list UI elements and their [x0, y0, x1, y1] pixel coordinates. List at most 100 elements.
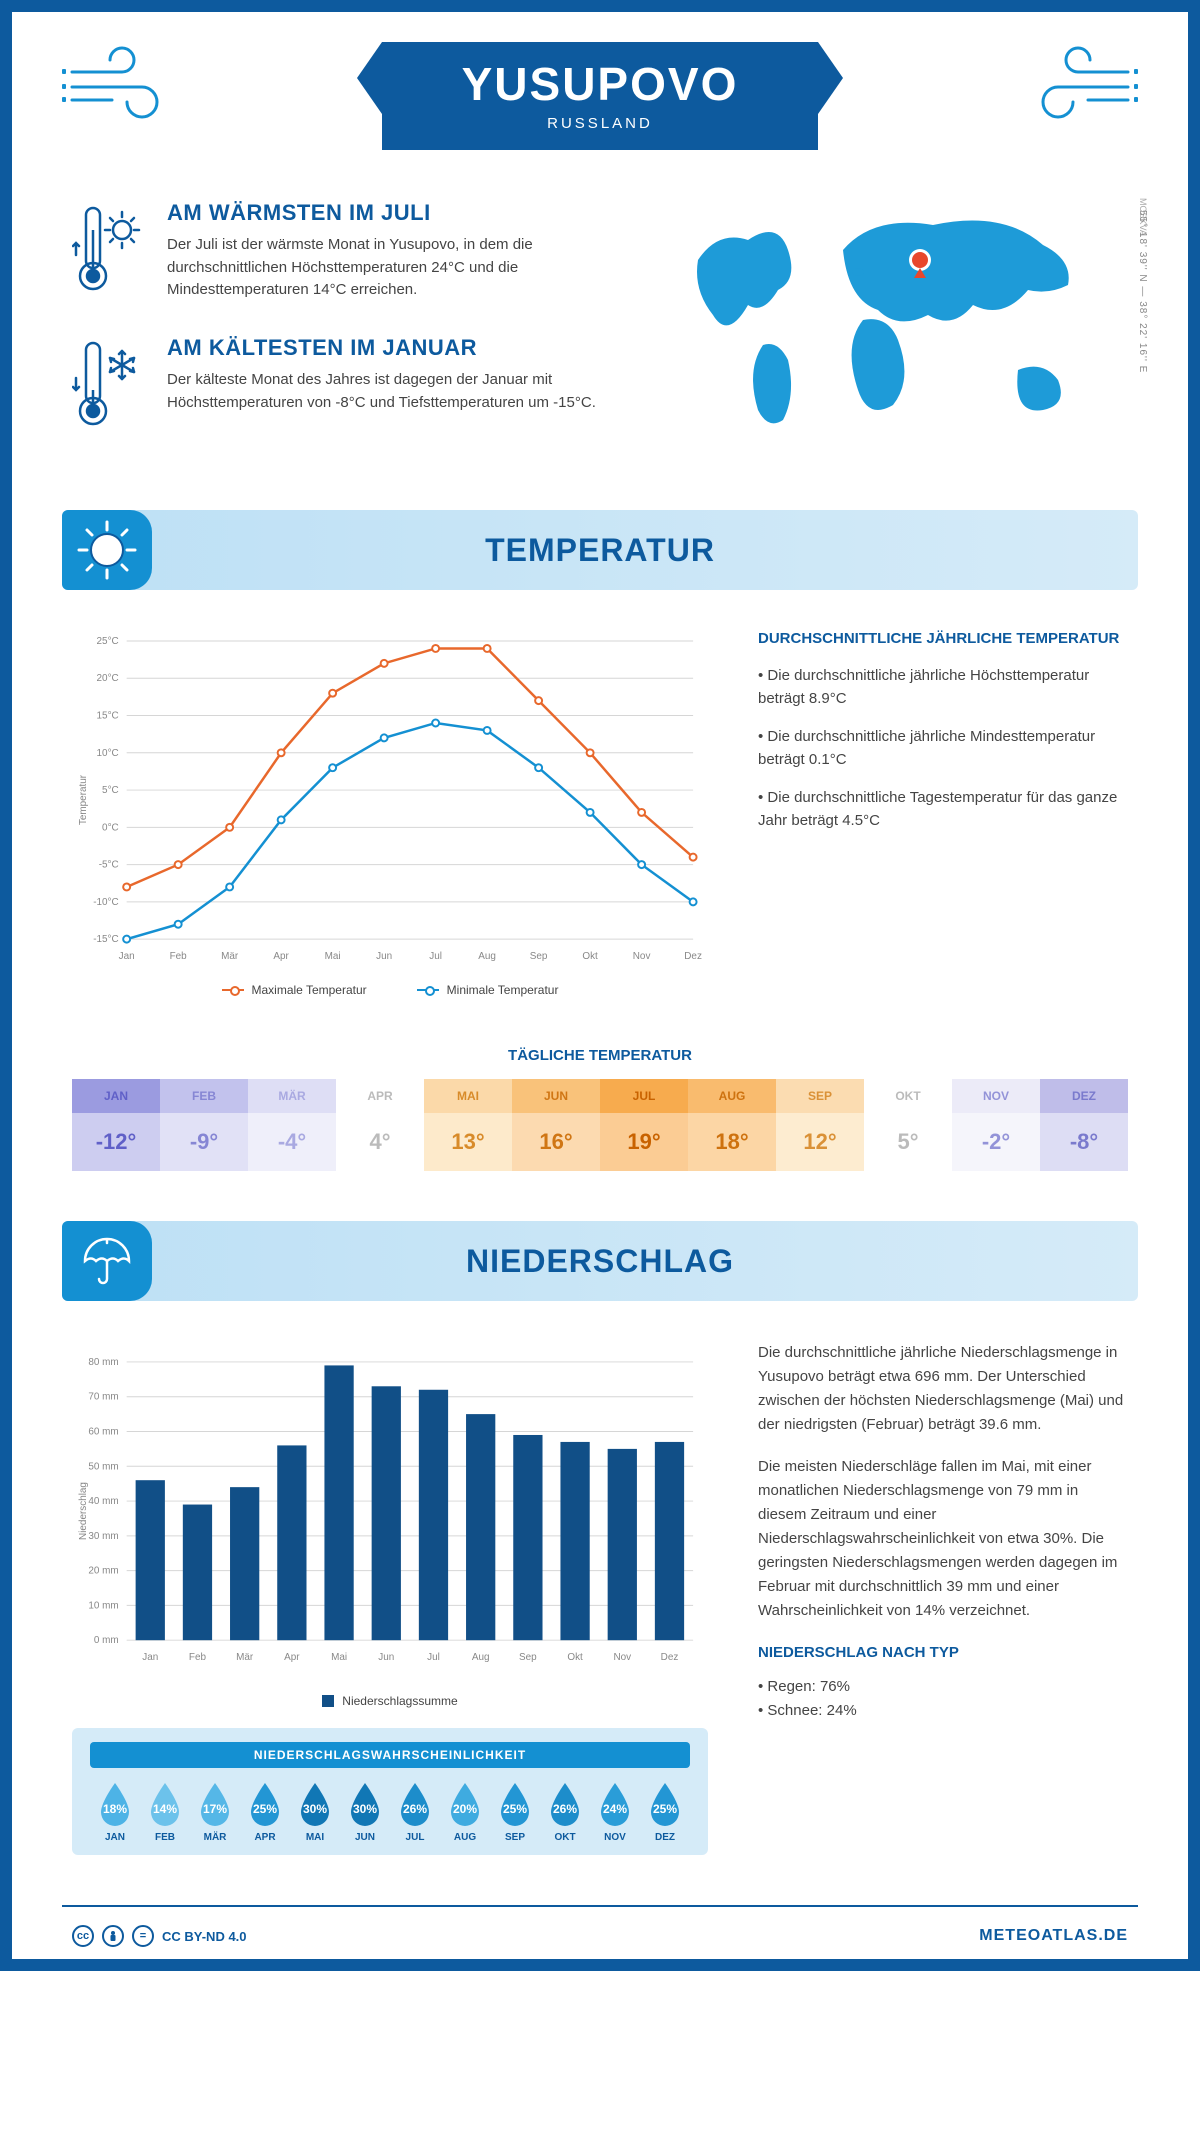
svg-text:Mär: Mär — [221, 951, 239, 962]
svg-text:Aug: Aug — [472, 1652, 490, 1663]
brand: METEOATLAS.DE — [979, 1927, 1128, 1945]
page-frame: YUSUPOVO RUSSLAND AM WÄRMSTEN IM JULI De… — [0, 0, 1200, 1971]
svg-text:Jun: Jun — [378, 1652, 394, 1663]
svg-text:Dez: Dez — [684, 951, 702, 962]
daily-cell: JAN -12° — [72, 1079, 160, 1171]
by-icon — [102, 1925, 124, 1947]
svg-text:Jun: Jun — [376, 951, 392, 962]
sun-icon — [62, 510, 152, 590]
probability-box: NIEDERSCHLAGSWAHRSCHEINLICHKEIT 18%JAN14… — [72, 1728, 708, 1855]
section-title: NIEDERSCHLAG — [466, 1243, 734, 1280]
city-name: YUSUPOVO — [462, 57, 739, 111]
footer: cc = CC BY-ND 4.0 METEOATLAS.DE — [62, 1905, 1138, 1959]
svg-text:Sep: Sep — [530, 951, 548, 962]
svg-text:Sep: Sep — [519, 1652, 537, 1663]
prob-cell: 14%FEB — [140, 1780, 190, 1843]
svg-text:-5°C: -5°C — [99, 860, 119, 871]
temp-bullet: • Die durchschnittliche jährliche Höchst… — [758, 665, 1128, 710]
thermometer-cold-icon — [72, 335, 142, 440]
daily-cell: MAI 13° — [424, 1079, 512, 1171]
daily-cell: NOV -2° — [952, 1079, 1040, 1171]
precip-legend: Niederschlagssumme — [342, 1694, 457, 1708]
svg-text:Okt: Okt — [567, 1652, 583, 1663]
daily-cell: APR 4° — [336, 1079, 424, 1171]
section-banner-precip: NIEDERSCHLAG — [62, 1221, 1138, 1301]
svg-text:Mär: Mär — [236, 1652, 254, 1663]
precipitation-section: 0 mm 10 mm 20 mm 30 mm 40 mm 50 mm 60 mm 70 mm 8… — [12, 1301, 1188, 1885]
temp-side-title: DURCHSCHNITTLICHE JÄHRLICHE TEMPERATUR — [758, 630, 1128, 647]
intro-block: AM WÄRMSTEN IM JULI Der Juli ist der wär… — [12, 170, 1188, 510]
temperature-chart: -15°C-10°C-5°C0°C5°C10°C15°C20°C25°CJanF… — [72, 630, 708, 997]
prob-cell: 26%JUL — [390, 1780, 440, 1843]
fact-coldest: AM KÄLTESTEN IM JANUAR Der kälteste Mona… — [72, 335, 628, 440]
prob-cell: 17%MÄR — [190, 1780, 240, 1843]
svg-text:Dez: Dez — [661, 1652, 679, 1663]
svg-text:80 mm: 80 mm — [88, 1357, 118, 1368]
svg-text:-10°C: -10°C — [93, 897, 118, 908]
temp-summary: DURCHSCHNITTLICHE JÄHRLICHE TEMPERATUR •… — [758, 630, 1128, 997]
umbrella-icon — [62, 1221, 152, 1301]
svg-text:20 mm: 20 mm — [88, 1566, 118, 1577]
daily-cell: SEP 12° — [776, 1079, 864, 1171]
daily-cell: JUN 16° — [512, 1079, 600, 1171]
svg-text:5°C: 5°C — [102, 785, 119, 796]
svg-text:Nov: Nov — [613, 1652, 631, 1663]
legend-min: Minimale Temperatur — [447, 983, 559, 997]
section-title: TEMPERATUR — [485, 532, 715, 569]
svg-text:Mai: Mai — [331, 1652, 347, 1663]
precip-p2: Die meisten Niederschläge fallen im Mai,… — [758, 1455, 1128, 1623]
cc-icon: cc — [72, 1925, 94, 1947]
fact-cold-text: Der kälteste Monat des Jahres ist dagege… — [167, 369, 628, 414]
prob-cell: 18%JAN — [90, 1780, 140, 1843]
temp-bullet: • Die durchschnittliche Tagestemperatur … — [758, 787, 1128, 832]
wind-icon — [62, 42, 172, 127]
svg-text:20°C: 20°C — [97, 673, 119, 684]
prob-cell: 25%DEZ — [640, 1780, 690, 1843]
fact-warmest: AM WÄRMSTEN IM JULI Der Juli ist der wär… — [72, 200, 628, 305]
fact-cold-title: AM KÄLTESTEN IM JANUAR — [167, 335, 628, 361]
world-map: MOSKVA 55° 18' 39'' N — 38° 22' 16'' E — [668, 200, 1128, 470]
license-text: CC BY-ND 4.0 — [162, 1929, 247, 1944]
daily-temp-row: JAN -12°FEB -9°MÄR -4°APR 4°MAI 13°JUN 1… — [72, 1079, 1128, 1171]
svg-text:-15°C: -15°C — [93, 934, 118, 945]
svg-text:10°C: 10°C — [97, 748, 119, 759]
prob-title: NIEDERSCHLAGSWAHRSCHEINLICHKEIT — [90, 1742, 690, 1768]
precip-type: • Schnee: 24% — [758, 1699, 1128, 1723]
svg-text:70 mm: 70 mm — [88, 1392, 118, 1403]
svg-text:25°C: 25°C — [97, 636, 119, 647]
nd-icon: = — [132, 1925, 154, 1947]
svg-text:Nov: Nov — [633, 951, 651, 962]
prob-cell: 30%JUN — [340, 1780, 390, 1843]
license: cc = CC BY-ND 4.0 — [72, 1925, 247, 1947]
precip-summary: Die durchschnittliche jährliche Niedersc… — [758, 1341, 1128, 1855]
prob-cell: 30%MAI — [290, 1780, 340, 1843]
svg-text:0°C: 0°C — [102, 822, 119, 833]
daily-cell: AUG 18° — [688, 1079, 776, 1171]
legend-max: Maximale Temperatur — [252, 983, 367, 997]
svg-text:Jul: Jul — [427, 1652, 440, 1663]
country-name: RUSSLAND — [462, 115, 739, 132]
svg-text:10 mm: 10 mm — [88, 1600, 118, 1611]
wind-icon — [1028, 42, 1138, 127]
svg-text:40 mm: 40 mm — [88, 1496, 118, 1507]
svg-text:50 mm: 50 mm — [88, 1461, 118, 1472]
temperature-section: -15°C-10°C-5°C0°C5°C10°C15°C20°C25°CJanF… — [12, 590, 1188, 1017]
svg-text:Feb: Feb — [170, 951, 188, 962]
svg-text:60 mm: 60 mm — [88, 1426, 118, 1437]
precip-type: • Regen: 76% — [758, 1675, 1128, 1699]
fact-warm-text: Der Juli ist der wärmste Monat in Yusupo… — [167, 234, 628, 302]
prob-cell: 26%OKT — [540, 1780, 590, 1843]
svg-text:Feb: Feb — [189, 1652, 207, 1663]
svg-text:0 mm: 0 mm — [94, 1635, 119, 1646]
svg-text:Okt: Okt — [582, 951, 598, 962]
precip-p1: Die durchschnittliche jährliche Niedersc… — [758, 1341, 1128, 1437]
svg-text:Jul: Jul — [429, 951, 442, 962]
daily-cell: OKT 5° — [864, 1079, 952, 1171]
prob-cell: 20%AUG — [440, 1780, 490, 1843]
temp-legend: Maximale Temperatur Minimale Temperatur — [72, 983, 708, 997]
svg-text:30 mm: 30 mm — [88, 1531, 118, 1542]
svg-text:Apr: Apr — [284, 1652, 300, 1663]
daily-title: TÄGLICHE TEMPERATUR — [12, 1047, 1188, 1064]
fact-warm-title: AM WÄRMSTEN IM JULI — [167, 200, 628, 226]
svg-text:Apr: Apr — [273, 951, 289, 962]
